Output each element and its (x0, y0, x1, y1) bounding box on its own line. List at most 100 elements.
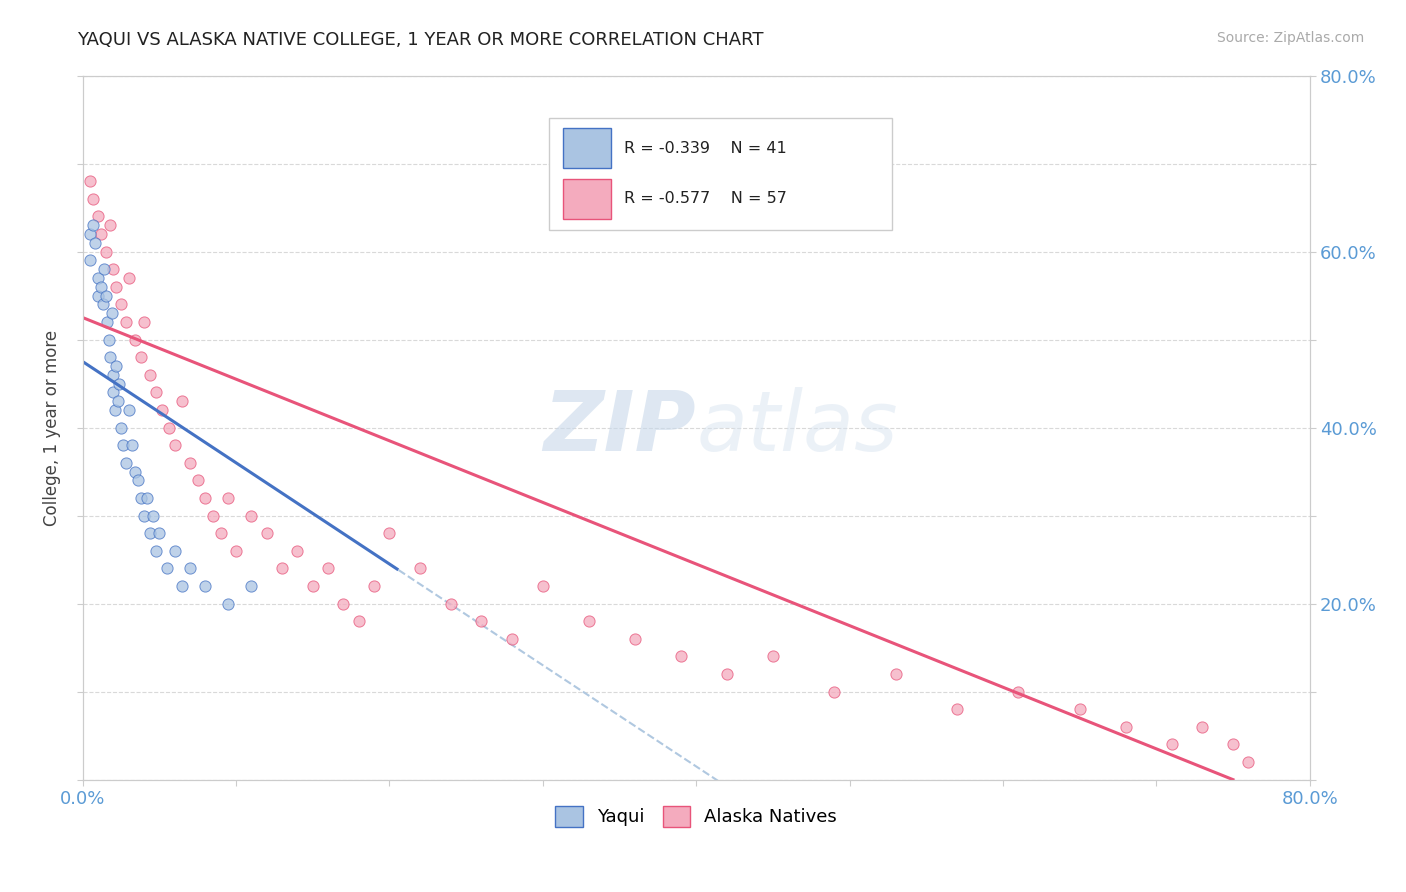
Point (111, 438, 134, 452)
Point (79, 227, 101, 241)
Point (104, 403, 127, 417)
Point (240, 508, 263, 523)
Point (87, 288, 110, 302)
Point (669, 649, 692, 664)
Point (194, 491, 217, 505)
Point (256, 526, 278, 541)
Point (163, 543, 186, 558)
Point (157, 420, 180, 434)
Point (103, 385, 125, 400)
Point (187, 474, 209, 488)
Point (105, 359, 128, 373)
Point (107, 394, 129, 409)
Point (136, 491, 159, 505)
Point (1191, 720, 1213, 734)
Point (578, 614, 600, 628)
Point (163, 438, 186, 452)
Point (105, 279, 128, 293)
Point (363, 579, 385, 593)
Point (91, 297, 114, 311)
Text: Source: ZipAtlas.com: Source: ZipAtlas.com (1216, 31, 1364, 45)
Point (209, 526, 232, 541)
Point (440, 597, 463, 611)
Point (145, 543, 167, 558)
Point (127, 474, 149, 488)
Point (129, 491, 152, 505)
Point (1115, 720, 1137, 734)
Point (124, 333, 146, 347)
Point (82, 192, 104, 206)
Point (240, 579, 263, 593)
Point (217, 597, 239, 611)
Point (110, 297, 132, 311)
Point (139, 368, 162, 382)
Point (132, 508, 155, 523)
Text: YAQUI VS ALASKA NATIVE COLLEGE, 1 YEAR OR MORE CORRELATION CHART: YAQUI VS ALASKA NATIVE COLLEGE, 1 YEAR O… (77, 31, 763, 49)
Point (217, 491, 239, 505)
Point (156, 561, 179, 575)
Point (124, 465, 146, 479)
Point (152, 403, 174, 417)
Point (884, 667, 907, 681)
Point (716, 667, 738, 681)
Point (118, 403, 141, 417)
Point (409, 561, 432, 575)
Point (118, 271, 141, 285)
Point (96, 315, 118, 329)
Point (179, 456, 201, 470)
Point (87, 210, 110, 224)
Point (148, 526, 170, 541)
Point (142, 508, 165, 523)
Point (194, 579, 217, 593)
Point (287, 543, 309, 558)
Point (470, 614, 492, 628)
Text: atlas: atlas (696, 387, 898, 468)
Point (501, 632, 523, 646)
Point (87, 271, 110, 285)
Point (90, 279, 112, 293)
Y-axis label: College, 1 year or more: College, 1 year or more (44, 329, 60, 525)
Point (108, 376, 131, 391)
Point (225, 543, 247, 558)
Point (1069, 702, 1091, 716)
Point (332, 597, 354, 611)
Point (202, 508, 225, 523)
Text: ZIP: ZIP (544, 387, 696, 468)
Point (347, 614, 370, 628)
Point (1160, 738, 1182, 752)
Point (271, 561, 294, 575)
Point (1007, 684, 1029, 698)
Point (623, 632, 645, 646)
Point (132, 315, 155, 329)
Point (139, 526, 162, 541)
Point (531, 579, 554, 593)
Point (103, 262, 125, 277)
Point (1222, 738, 1244, 752)
Point (90, 227, 112, 241)
Point (1237, 755, 1260, 769)
Point (84, 235, 107, 250)
Point (79, 174, 101, 188)
Point (946, 702, 969, 716)
Point (93, 262, 115, 277)
Point (79, 253, 101, 268)
Point (129, 350, 152, 364)
Point (172, 394, 194, 409)
Point (823, 684, 845, 698)
Point (316, 561, 339, 575)
Point (179, 561, 201, 575)
Point (110, 420, 132, 434)
Point (172, 579, 194, 593)
Point (98, 218, 121, 232)
Point (103, 368, 125, 382)
Point (762, 649, 785, 664)
Point (82, 218, 104, 232)
Point (121, 438, 143, 452)
Point (301, 579, 323, 593)
Point (98, 350, 121, 364)
Legend: Yaqui, Alaska Natives: Yaqui, Alaska Natives (548, 798, 844, 834)
Point (94, 288, 117, 302)
Point (94, 244, 117, 259)
Point (145, 385, 167, 400)
Point (114, 456, 136, 470)
